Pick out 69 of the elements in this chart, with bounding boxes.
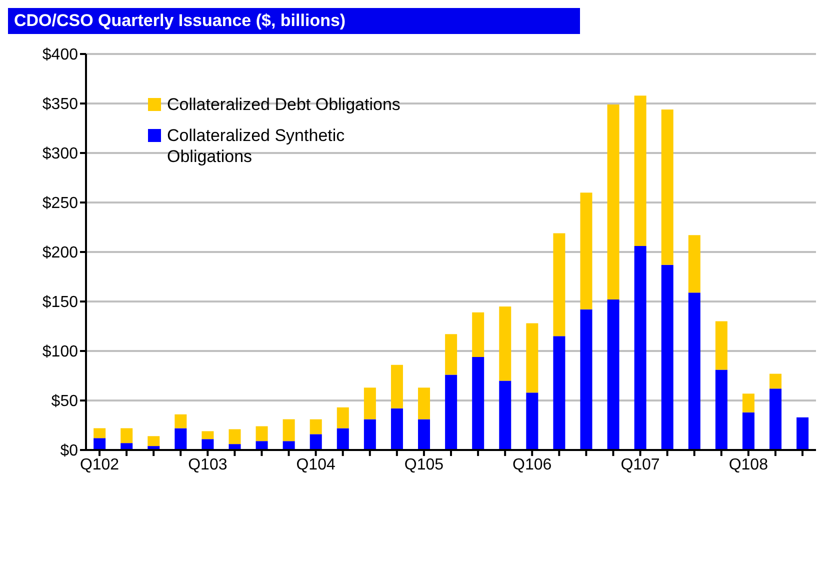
bar: [174, 414, 187, 428]
bar: [580, 192, 592, 310]
x-tick-label: Q106: [512, 456, 552, 474]
y-tick-label: $0: [60, 442, 78, 460]
bar: [688, 235, 700, 293]
bar: [769, 374, 782, 389]
bar: [418, 388, 430, 420]
bar: [120, 428, 133, 444]
bar: [742, 394, 754, 412]
x-tick-label: Q105: [404, 456, 444, 474]
y-tick-label: $150: [42, 294, 78, 312]
x-tick-label: Q107: [620, 456, 660, 474]
bar: [310, 419, 322, 434]
bar: [310, 434, 322, 450]
y-tick-label: $300: [42, 146, 78, 163]
bar: [174, 428, 187, 450]
bar: [445, 374, 458, 450]
bar: [390, 408, 403, 450]
x-tick-label: Q103: [188, 456, 228, 474]
bar: [553, 233, 566, 336]
x-tick-label: Q102: [80, 456, 120, 474]
chart-title: CDO/CSO Quarterly Issuance ($, billions): [8, 8, 580, 34]
bar: [607, 300, 620, 450]
bar: [499, 306, 512, 381]
bar: [336, 407, 349, 428]
bar: [769, 388, 782, 450]
bar: [148, 436, 160, 446]
y-tick-label: $250: [42, 195, 78, 212]
bar: [634, 96, 646, 246]
bar: [553, 336, 566, 450]
bar: [390, 364, 403, 408]
bar: [202, 431, 214, 440]
bar: [228, 429, 241, 444]
bar: [661, 264, 674, 450]
bar: [336, 428, 349, 450]
x-tick-label: Q108: [728, 456, 768, 474]
bar: [94, 438, 106, 450]
bar: [607, 104, 620, 300]
bar: [796, 417, 809, 450]
bar: [715, 370, 728, 450]
bar: [526, 323, 538, 393]
bar: [445, 334, 458, 375]
bar: [661, 109, 674, 265]
y-tick-label: $350: [42, 96, 78, 114]
bar: [282, 441, 295, 450]
bar: [256, 441, 268, 450]
bar: [418, 419, 430, 450]
bar: [94, 428, 106, 438]
bar: [472, 356, 484, 450]
bar: [256, 426, 268, 442]
bar: [688, 292, 700, 450]
bar: [282, 419, 295, 442]
bar: [472, 312, 484, 357]
y-tick-label: $400: [42, 46, 78, 64]
bar: [742, 412, 754, 450]
bar: [364, 419, 376, 450]
bar: [580, 309, 592, 450]
bar: [364, 388, 376, 420]
y-tick-label: $50: [51, 393, 78, 410]
legend-label: Collateralized Debt Obligations: [167, 94, 400, 115]
bar: [499, 380, 512, 450]
bar: [202, 439, 214, 450]
bar: [715, 321, 728, 370]
y-tick-label: $200: [42, 244, 78, 262]
bar: [526, 392, 538, 450]
y-tick-label: $100: [42, 344, 78, 361]
legend-label: Collateralized Synthetic Obligations: [167, 125, 346, 167]
bar: [634, 246, 646, 450]
x-tick-label: Q104: [296, 456, 336, 474]
